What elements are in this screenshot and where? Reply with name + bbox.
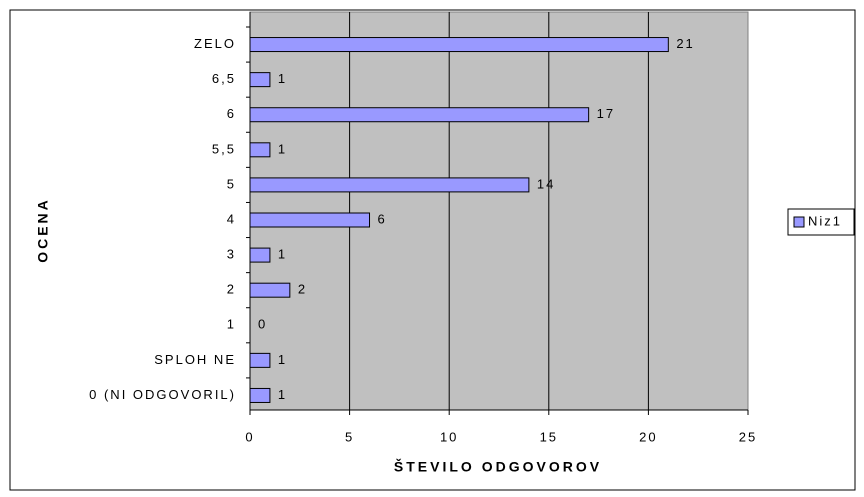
- value-label: 21: [676, 36, 694, 51]
- value-label: 14: [537, 176, 555, 191]
- bar: [249, 387, 271, 403]
- y-tick-label: 1: [227, 317, 236, 332]
- legend-box: [787, 208, 855, 236]
- bar: [249, 247, 271, 263]
- value-label: 0: [258, 317, 267, 332]
- y-tick-label: 4: [227, 211, 236, 226]
- x-tick-label: 0: [245, 429, 254, 444]
- y-tick-label: 2: [227, 282, 236, 297]
- bar: [249, 37, 669, 53]
- value-label: 2: [298, 282, 307, 297]
- bar: [249, 352, 271, 368]
- y-axis-title: OCENA: [35, 197, 51, 263]
- bar: [249, 72, 271, 88]
- x-tick-label: 25: [739, 429, 757, 444]
- plot-area: [249, 11, 749, 411]
- y-tick-label: 6,5: [212, 71, 236, 86]
- bar: [249, 282, 291, 298]
- legend-swatch: [793, 216, 805, 228]
- y-tick-label: 6: [227, 106, 236, 121]
- value-label: 1: [278, 352, 287, 367]
- x-tick-label: 5: [345, 429, 354, 444]
- bar: [249, 142, 271, 158]
- y-tick-label: 5: [227, 176, 236, 191]
- x-tick-label: 20: [639, 429, 657, 444]
- value-label: 1: [278, 387, 287, 402]
- y-tick-label: 5,5: [212, 141, 236, 156]
- value-label: 1: [278, 247, 287, 262]
- bar: [249, 212, 371, 228]
- y-tick-label: 0 (NI ODGOVORIL): [89, 387, 236, 402]
- y-tick-label: ZELO: [194, 36, 236, 51]
- x-tick-label: 10: [440, 429, 458, 444]
- value-label: 1: [278, 71, 287, 86]
- bar: [249, 177, 530, 193]
- y-tick-label: SPLOH NE: [154, 352, 236, 367]
- bar: [249, 107, 590, 123]
- value-label: 6: [378, 211, 387, 226]
- legend-label: Niz1: [808, 213, 842, 228]
- y-tick-label: 3: [227, 247, 236, 262]
- x-tick-label: 15: [540, 429, 558, 444]
- value-label: 1: [278, 141, 287, 156]
- x-axis-title: ŠTEVILO ODGOVOROV: [394, 458, 602, 475]
- value-label: 17: [597, 106, 615, 121]
